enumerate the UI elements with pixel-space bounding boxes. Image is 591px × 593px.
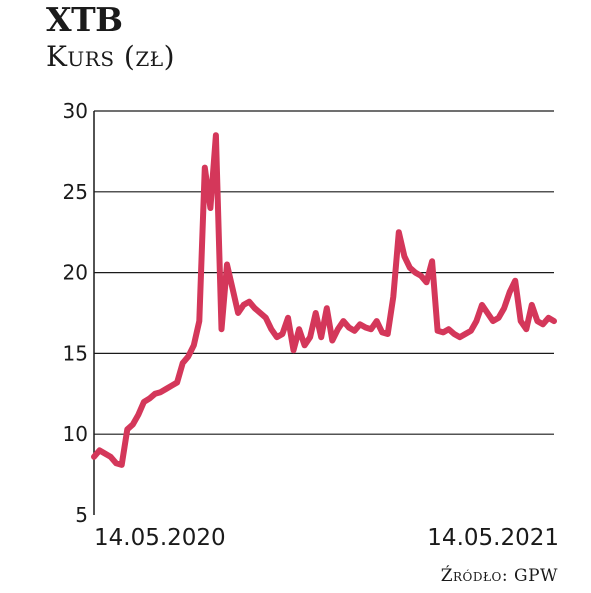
y-tick-label: 5: [75, 503, 88, 527]
price-series-line: [91, 132, 557, 468]
x-tick-label: 14.05.2020: [94, 525, 226, 551]
chart-subtitle: Kurs (zł): [46, 40, 176, 73]
y-tick-label: 20: [63, 261, 88, 285]
source-note: Źródło: GPW: [440, 566, 558, 586]
y-tick-label: 15: [63, 341, 88, 365]
y-tick-label: 10: [63, 422, 88, 446]
y-tick-label: 25: [63, 180, 88, 204]
x-tick-label: 14.05.2021: [427, 525, 559, 551]
chart-title: XTB: [46, 0, 123, 39]
y-tick-label: 30: [63, 99, 88, 123]
